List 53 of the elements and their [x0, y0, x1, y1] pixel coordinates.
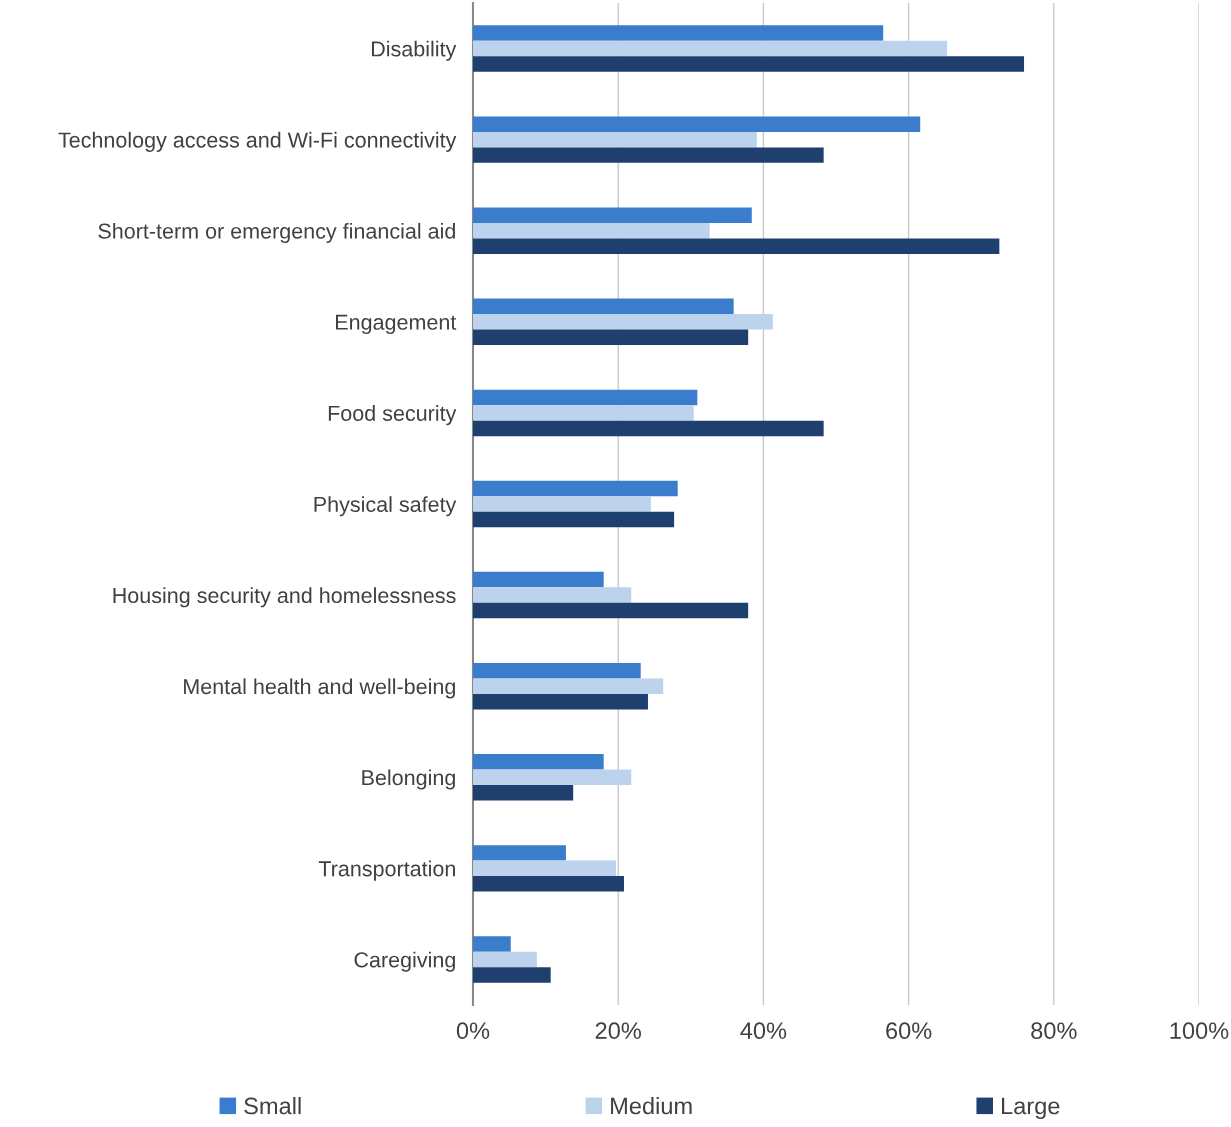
bar	[473, 587, 632, 603]
bar	[473, 314, 773, 330]
bar	[473, 496, 651, 512]
x-tick-label: 40%	[740, 1022, 787, 1040]
y-tick-label: Caregiving	[354, 951, 455, 972]
x-tick-label: 20%	[595, 1022, 641, 1040]
bar	[473, 420, 824, 437]
y-tick-label: Short-term or emergency financial aid	[98, 222, 455, 243]
y-tick-label: Technology access and Wi-Fi connectivity	[58, 131, 457, 152]
y-tick-label: Transportation	[318, 860, 455, 881]
bar	[473, 602, 749, 619]
bar	[473, 480, 678, 497]
y-tick-label: Physical safety	[314, 496, 457, 517]
x-tick-label: 0%	[456, 1022, 490, 1040]
bar	[473, 662, 641, 679]
y-tick-label: Mental health and well-being	[184, 678, 455, 699]
bar	[473, 147, 824, 163]
bar	[473, 860, 617, 877]
bar	[473, 131, 757, 148]
y-tick-label: Belonging	[362, 769, 455, 790]
bar	[473, 936, 511, 952]
bar	[473, 571, 604, 588]
bar	[473, 207, 752, 223]
y-tick-label: Food security	[328, 405, 457, 426]
bar	[473, 40, 948, 57]
bar	[473, 405, 694, 421]
bar	[473, 951, 537, 968]
bar	[473, 56, 1025, 72]
bar	[473, 116, 921, 132]
y-tick-label: Engagement	[336, 314, 457, 335]
bar	[473, 511, 675, 528]
x-tick-label: 60%	[886, 1022, 932, 1040]
x-tick-label: 100%	[1170, 1022, 1229, 1040]
bar	[473, 754, 604, 770]
legend-label: Small	[244, 1096, 301, 1115]
bar	[473, 693, 648, 710]
bar	[473, 238, 1000, 254]
legend-label: Large	[1002, 1097, 1060, 1120]
bar	[473, 769, 632, 786]
bar	[473, 967, 551, 983]
bar	[473, 222, 710, 239]
y-tick-label: Housing security and homelessness	[113, 587, 456, 608]
bar	[473, 785, 574, 801]
bar	[473, 329, 749, 346]
x-tick-label: 80%	[1031, 1022, 1077, 1040]
bar	[473, 678, 664, 694]
bar	[473, 298, 734, 315]
bar	[473, 389, 698, 406]
legend-label: Medium	[611, 1096, 692, 1115]
bar	[473, 876, 625, 892]
y-tick-label: Disability	[371, 40, 457, 61]
bar	[473, 845, 566, 861]
bar	[473, 25, 884, 41]
